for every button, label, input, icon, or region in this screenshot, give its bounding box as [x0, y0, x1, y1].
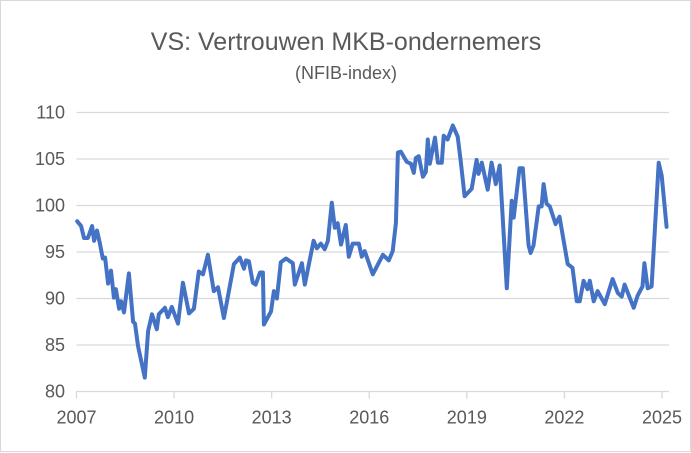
y-tick-label: 100	[35, 196, 65, 216]
y-tick-label: 105	[35, 149, 65, 169]
x-tick-label: 2022	[544, 408, 584, 428]
y-tick-label: 90	[45, 289, 65, 309]
x-tick-label: 2016	[349, 408, 389, 428]
y-tick-label: 95	[45, 242, 65, 262]
x-tick-label: 2019	[447, 408, 487, 428]
y-tick-label: 110	[36, 103, 65, 123]
chart-title: VS: Vertrouwen MKB-ondernemers	[151, 28, 541, 56]
y-tick-label: 80	[45, 382, 65, 402]
y-tick-label: 85	[45, 335, 65, 355]
x-tick-label: 2007	[56, 408, 96, 428]
chart-subtitle: (NFIB-index)	[295, 63, 397, 83]
x-tick-label: 2013	[252, 408, 292, 428]
x-tick-label: 2010	[154, 408, 194, 428]
x-tick-label: 2025	[642, 408, 682, 428]
